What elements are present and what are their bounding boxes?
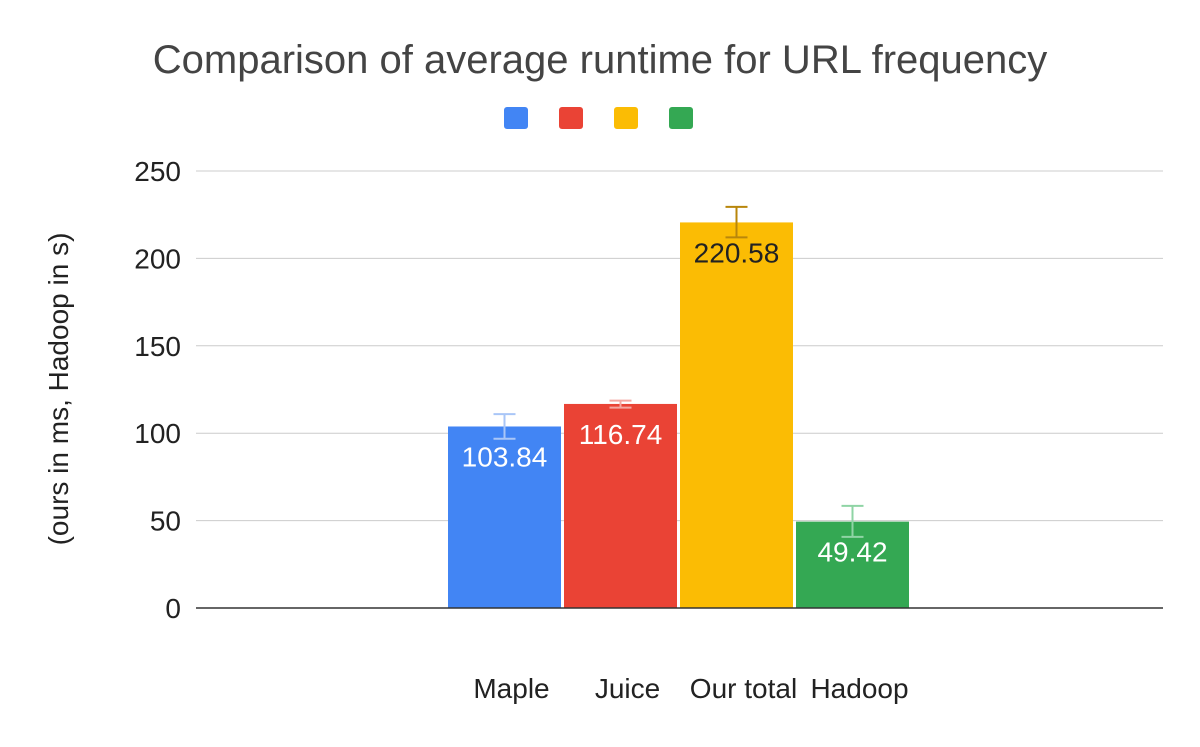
- y-axis-ticks: 0 50 100 150 200 250: [134, 156, 181, 624]
- bar: [680, 222, 793, 609]
- y-tick-label: 250: [134, 156, 181, 187]
- legend: [504, 107, 693, 129]
- y-tick-label: 150: [134, 331, 181, 362]
- x-category-label: Maple: [473, 673, 549, 704]
- legend-swatch: [559, 107, 583, 129]
- bar: [448, 426, 561, 608]
- bars: [448, 222, 909, 609]
- x-category-label: Juice: [595, 673, 660, 704]
- gridlines: [196, 170, 1163, 522]
- data-label: 220.58: [694, 237, 780, 268]
- y-tick-label: 200: [134, 243, 181, 274]
- data-label: 116.74: [579, 419, 663, 450]
- legend-swatch: [614, 107, 638, 129]
- chart-title: Comparison of average runtime for URL fr…: [153, 38, 1048, 82]
- data-label: 103.84: [462, 441, 548, 472]
- y-tick-label: 50: [150, 506, 181, 537]
- bar: [564, 403, 677, 608]
- legend-swatch: [669, 107, 693, 129]
- x-axis-categories: Maple Juice Our total Hadoop: [473, 673, 908, 704]
- error-bars: [493, 205, 864, 538]
- legend-swatch: [504, 107, 528, 129]
- y-tick-label: 0: [165, 593, 181, 624]
- y-axis-title: (ours in ms, Hadoop in s): [43, 233, 74, 546]
- data-labels: 103.84 116.74 220.58 49.42: [462, 237, 888, 567]
- x-category-label: Hadoop: [810, 673, 908, 704]
- x-category-label: Our total: [690, 673, 797, 704]
- data-label: 49.42: [817, 537, 887, 568]
- y-tick-label: 100: [134, 418, 181, 449]
